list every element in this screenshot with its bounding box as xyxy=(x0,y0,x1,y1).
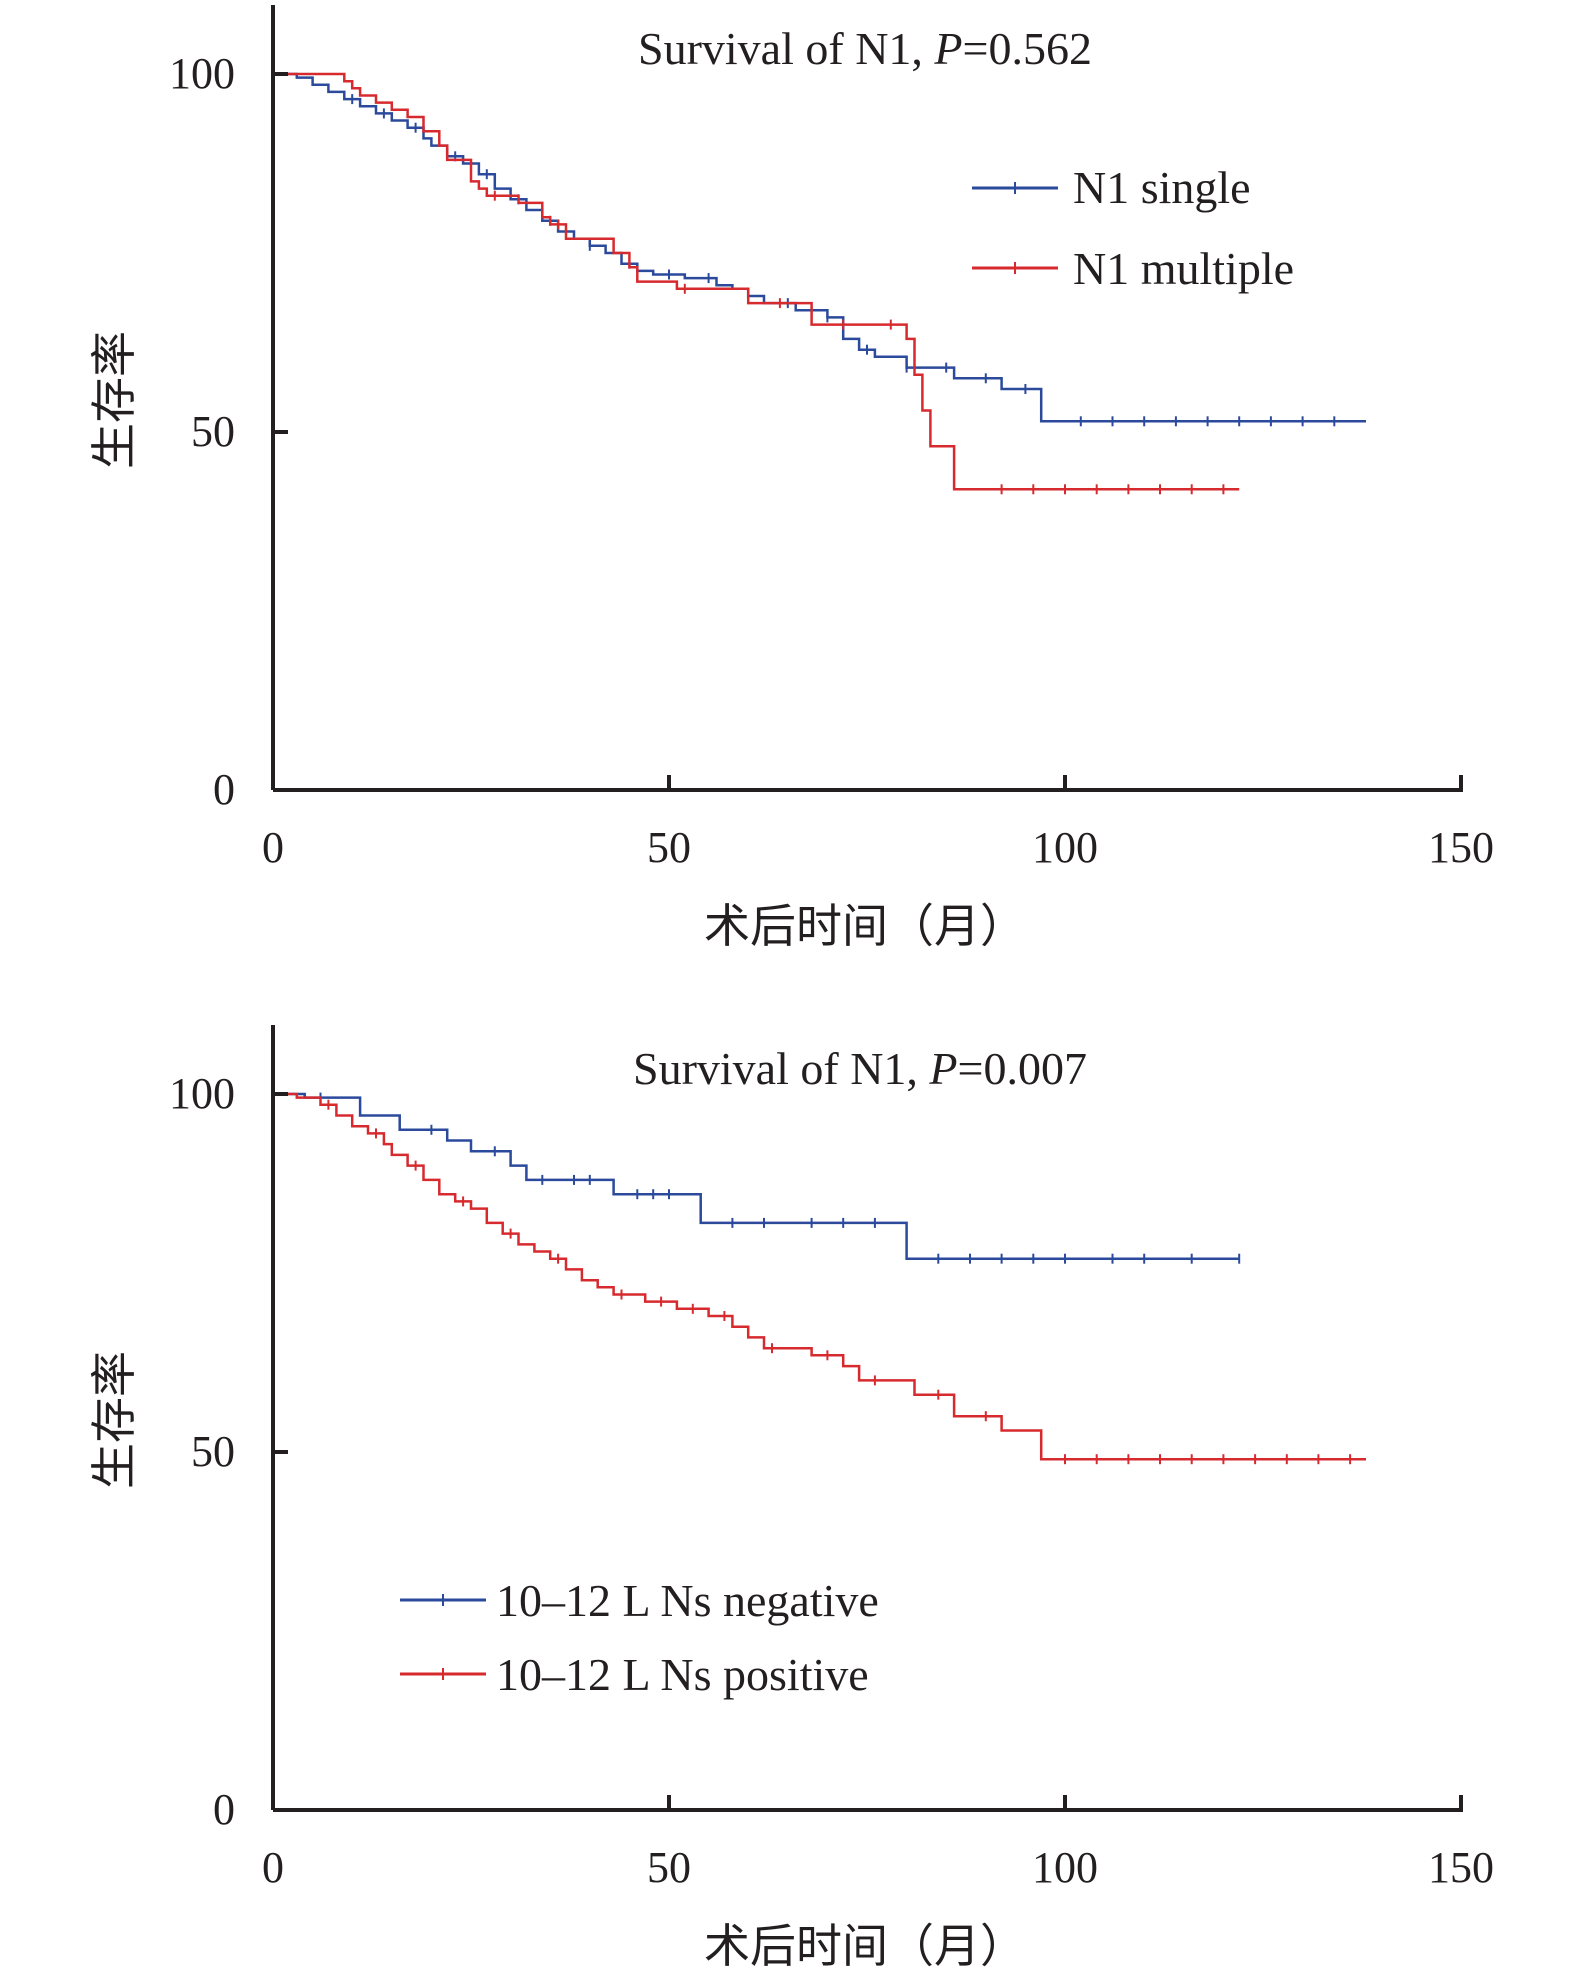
chart-2-x-tick-label-50: 50 xyxy=(647,1843,691,1892)
chart-1-y-tick-label-0: 0 xyxy=(213,765,235,814)
chart-2-y-axis-title: 生存率 xyxy=(89,1351,140,1489)
chart-2-legend-label-positive: 10–12 L Ns positive xyxy=(496,1649,869,1700)
chart-1-title: Survival of N1, P=0.562 xyxy=(638,23,1092,74)
chart-2-y-tick-label-100: 100 xyxy=(169,1069,235,1118)
chart-panel-2: Survival of N1, P=0.007 100 50 0 0 50 10… xyxy=(89,1025,1494,1972)
chart-2-y-tick-label-0: 0 xyxy=(213,1785,235,1834)
chart-1-series-2-line xyxy=(273,72,1240,491)
chart-2-x-tick-label-100: 100 xyxy=(1032,1843,1098,1892)
chart-1-x-tick-label-100: 100 xyxy=(1032,823,1098,872)
chart-1-legend-label-n1-multiple: N1 multiple xyxy=(1073,243,1294,294)
chart-2-series-2-line xyxy=(273,1092,1366,1461)
chart-2-legend: 10–12 L Ns negative 10–12 L Ns positive xyxy=(400,1575,879,1700)
chart-2-x-tick-label-150: 150 xyxy=(1428,1843,1494,1892)
chart-2-y-tick-label-50: 50 xyxy=(191,1427,235,1476)
chart-2-plot-lines xyxy=(273,1092,1366,1465)
chart-1-plot-lines xyxy=(273,72,1366,495)
chart-1-x-tick-label-150: 150 xyxy=(1428,823,1494,872)
chart-1-y-axis-title: 生存率 xyxy=(89,331,140,469)
chart-2-series-1-line xyxy=(273,1092,1240,1260)
chart-1-x-tick-label-0: 0 xyxy=(262,823,284,872)
chart-1-y-tick-label-50: 50 xyxy=(191,407,235,456)
chart-1-y-tick-label-100: 100 xyxy=(169,49,235,98)
chart-1-legend: N1 single N1 multiple xyxy=(972,162,1294,294)
chart-1-legend-label-n1-single: N1 single xyxy=(1073,162,1251,213)
chart-2-x-axis-title: 术后时间（月） xyxy=(704,1921,1026,1972)
chart-1-x-axis-title: 术后时间（月） xyxy=(704,901,1026,952)
chart-2-x-tick-label-0: 0 xyxy=(262,1843,284,1892)
chart-1-x-tick-label-50: 50 xyxy=(647,823,691,872)
chart-2-title: Survival of N1, P=0.007 xyxy=(633,1043,1087,1094)
chart-panel-1: Survival of N1, P=0.562 100 50 0 0 50 10… xyxy=(89,5,1494,952)
chart-2-legend-label-negative: 10–12 L Ns negative xyxy=(496,1575,879,1626)
